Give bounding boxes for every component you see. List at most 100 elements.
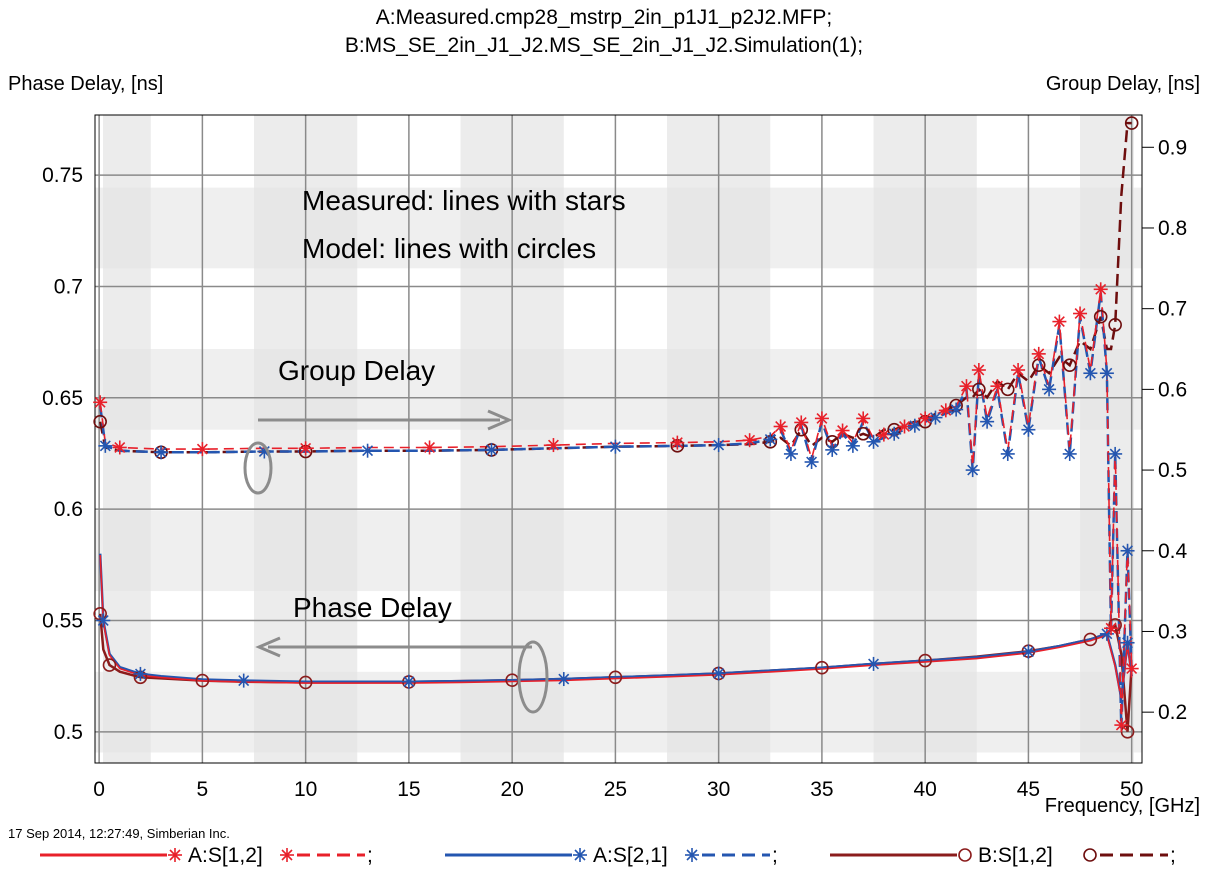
series-a-s21-phase-line <box>98 553 1133 699</box>
star-stroke <box>1122 545 1134 557</box>
series-a-s21-group-marker <box>1042 382 1057 397</box>
star-stroke <box>868 658 880 670</box>
legend-separator: ; <box>1170 844 1176 867</box>
star-stroke <box>981 416 993 428</box>
legend-circle-marker <box>958 848 972 862</box>
star-stroke <box>764 433 776 445</box>
star-stroke <box>671 437 683 449</box>
star-stroke <box>238 675 250 687</box>
star-stroke <box>950 404 962 416</box>
star-stroke <box>1095 283 1107 295</box>
tick-labels: 0 5 10 15 20 25 30 35 40 45 50 0.5 0.55 0.6 0.65 0.7 0.7… <box>42 136 1187 801</box>
x-tick-label: 10 <box>294 778 317 801</box>
star-stroke <box>1084 367 1096 379</box>
star-stroke <box>155 446 167 458</box>
legend-star-marker-dashed <box>280 848 294 862</box>
x-axis-title: Frequency, [GHz] <box>1045 795 1200 817</box>
star-stroke <box>486 444 497 456</box>
series-a-s21-group-marker <box>1108 446 1123 461</box>
legend-circle-marker-dashed <box>1083 848 1097 862</box>
series-b-s12-phase-marker <box>608 670 623 685</box>
phase-delay-ellipse <box>517 640 549 714</box>
x-tick-label: 15 <box>397 778 420 801</box>
plot-frame <box>94 114 1143 764</box>
y-left-tick-label: 0.65 <box>42 387 83 410</box>
series-a-s12-group-marker <box>298 441 313 456</box>
star-stroke <box>1105 622 1117 634</box>
star-stroke <box>362 445 374 457</box>
star-stroke <box>1101 628 1113 640</box>
star-stroke <box>919 412 931 424</box>
x-tick-label: 20 <box>500 778 523 801</box>
series-a-s12-group-marker <box>1052 314 1067 329</box>
series-a-s21-group-marker <box>928 410 943 425</box>
star-stroke <box>99 440 111 452</box>
row-band <box>95 671 1142 753</box>
series-a-s12-group-marker <box>959 379 974 394</box>
series-a-s21-group-marker <box>711 438 726 453</box>
series-a-s21-phase-marker <box>236 673 251 688</box>
y-right-tick-label: 0.5 <box>1158 459 1187 482</box>
legend-label: B:S[1,2] <box>978 844 1053 867</box>
series-b-s12-group-marker <box>93 414 107 429</box>
legend-star-marker <box>573 848 587 862</box>
star-stroke <box>806 456 818 468</box>
star-stroke <box>1043 383 1055 395</box>
star-stroke <box>114 442 126 453</box>
series-b-s12-group-marker <box>1000 382 1015 397</box>
legend-separator: ; <box>367 844 373 867</box>
measured-note: Measured: lines with stars <box>302 185 626 216</box>
series-b-s12-phase-marker <box>1083 632 1098 647</box>
x-tick-label: 35 <box>810 778 833 801</box>
star-stroke <box>1074 308 1086 319</box>
star-stroke <box>97 615 109 626</box>
series-a-s21-group-marker <box>783 446 798 461</box>
series-a-s21-group-marker <box>907 418 922 433</box>
star-stroke <box>973 364 985 376</box>
series-a-s21-group-marker <box>949 402 964 417</box>
series-a-s12-phase-line <box>99 554 1133 700</box>
series-a-s12-group-marker <box>1104 621 1119 636</box>
star-stroke <box>1064 448 1076 460</box>
series-a-s21-group-marker <box>484 442 499 457</box>
series-a-s12-group-marker <box>93 395 108 410</box>
right-axis-title: Group Delay, [ns] <box>1046 73 1200 95</box>
series-a-s21-group-marker <box>804 454 819 469</box>
y-left-tick-label: 0.55 <box>42 609 83 632</box>
series-b-s12-phase-marker <box>195 673 210 688</box>
series-a-s12-group-marker <box>1114 718 1129 733</box>
x-tick-label: 50 <box>1120 778 1143 801</box>
series-a-s21-group-marker <box>1021 422 1036 437</box>
star-stroke <box>609 441 621 453</box>
series-a-s12-group-marker <box>1073 306 1088 321</box>
series-a-s21-group-marker <box>825 442 840 457</box>
series-layer <box>93 116 1139 739</box>
series-b-s12-group-marker <box>1108 318 1122 332</box>
x-tick-label: 25 <box>604 778 627 801</box>
y-left-tick-label: 0.75 <box>42 164 83 187</box>
series-a-s12-group-marker <box>773 419 788 434</box>
chart-title-line-2: B:MS_SE_2in_J1_J2.MS_SE_2in_J1_J2.Simula… <box>345 34 863 57</box>
series-a-s21-group-marker <box>1099 366 1114 381</box>
series-a-s21-group-marker <box>1062 446 1077 461</box>
series-b-s12-phase-marker <box>918 653 932 668</box>
star-stroke <box>547 439 559 451</box>
series-b-s12-phase-marker <box>1108 618 1122 632</box>
phase-delay-label: Phase Delay <box>293 592 452 623</box>
star-stroke <box>403 676 415 688</box>
star-stroke <box>991 380 1003 392</box>
x-tick-label: 45 <box>1017 778 1040 801</box>
star-stroke <box>785 448 797 460</box>
footer-timestamp: 17 Sep 2014, 12:27:49, Simberian Inc. <box>8 826 230 841</box>
grid-lines <box>95 115 1142 763</box>
series-a-s21-phase-marker <box>866 656 881 671</box>
star-stroke <box>424 442 436 453</box>
series-a-s12-group-marker <box>897 419 912 434</box>
series-a-s12-group-marker <box>1031 346 1046 361</box>
x-tick-label: 40 <box>913 778 936 801</box>
series-a-s21-group-marker <box>965 463 980 478</box>
series-a-s21-group-marker <box>360 443 375 458</box>
star-stroke <box>1109 448 1121 460</box>
star-stroke <box>795 416 807 428</box>
